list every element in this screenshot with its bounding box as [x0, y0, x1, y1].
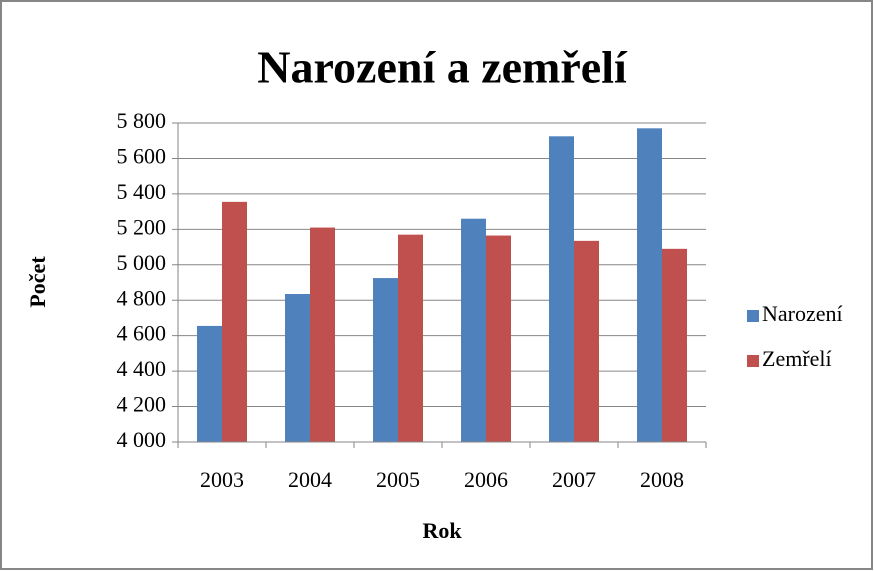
bar — [549, 136, 574, 442]
y-tick-label: 4 600 — [117, 321, 167, 346]
bar — [310, 227, 335, 442]
bar — [637, 128, 662, 443]
x-tick-label: 2004 — [288, 467, 332, 492]
bar — [373, 278, 398, 442]
x-tick-label: 2008 — [640, 467, 684, 492]
bar — [574, 240, 599, 442]
y-tick-label: 5 600 — [117, 143, 167, 168]
y-tick-label: 4 800 — [117, 285, 167, 310]
y-tick-label: 5 400 — [117, 179, 167, 204]
x-tick-label: 2007 — [552, 467, 596, 492]
y-tick-label: 5 200 — [117, 214, 167, 239]
bar — [461, 218, 486, 442]
legend-swatch — [747, 355, 759, 367]
y-tick-label: 5 800 — [117, 108, 167, 133]
bar — [197, 325, 222, 442]
legend-label: Narození — [762, 301, 843, 326]
bar — [222, 201, 247, 442]
legend-swatch — [747, 310, 759, 322]
y-tick-label: 5 000 — [117, 250, 167, 275]
x-axis-title: Rok — [422, 518, 462, 543]
y-tick-label: 4 000 — [117, 427, 167, 452]
bar — [662, 248, 687, 442]
legend-label: Zemřelí — [762, 346, 832, 371]
bar — [486, 235, 511, 442]
x-tick-label: 2003 — [200, 467, 244, 492]
bar — [285, 294, 310, 442]
x-tick-label: 2006 — [464, 467, 508, 492]
y-axis-title: Počet — [25, 256, 50, 308]
x-tick-label: 2005 — [376, 467, 420, 492]
y-tick-label: 4 200 — [117, 392, 167, 417]
chart-title: Narození a zemřelí — [257, 42, 628, 93]
bar — [398, 234, 423, 442]
y-tick-label: 4 400 — [117, 356, 167, 381]
